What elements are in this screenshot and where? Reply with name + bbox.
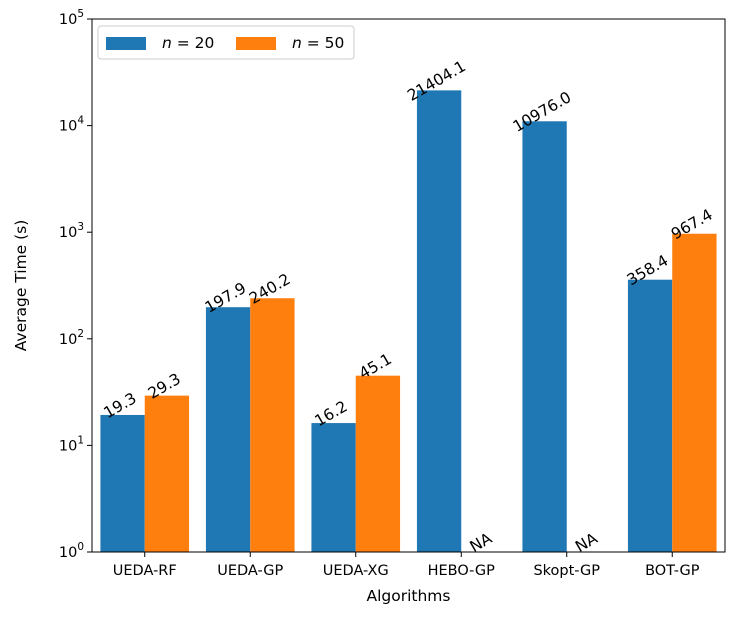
bar-ueda-xg-series-1	[311, 423, 356, 552]
y-tick-label: 104	[59, 115, 84, 135]
x-tick-label: UEDA-XG	[323, 563, 389, 579]
legend: n = 20 n = 50	[97, 25, 355, 60]
x-tick-label: Skopt-GP	[533, 563, 600, 579]
y-axis-ticks: 100 101 102 103 104 105	[59, 8, 92, 561]
legend-label-series-2: n = 50	[292, 34, 344, 52]
bar-ueda-gp-series-2	[250, 298, 295, 552]
y-tick-label: 105	[59, 8, 84, 28]
bar-bot-gp-series-2	[672, 233, 717, 553]
y-tick-label: 103	[59, 221, 84, 241]
legend-label-series-1: n = 20	[162, 34, 214, 52]
bars-layer	[100, 90, 717, 553]
x-tick-label: BOT-GP	[645, 563, 700, 579]
bar-ueda-rf-series-2	[144, 395, 190, 552]
x-tick-label: UEDA-GP	[217, 563, 283, 579]
bar-skopt-gp-series-1	[522, 121, 567, 552]
legend-box	[97, 25, 355, 60]
y-tick-label: 102	[59, 328, 84, 348]
bar-hebo-gp-series-1	[416, 90, 462, 553]
bar-ueda-rf-series-1	[100, 414, 145, 552]
y-axis-label: Average Time (s)	[12, 220, 30, 352]
plot-frame	[91, 18, 726, 553]
legend-swatch-series-2	[236, 37, 276, 50]
x-axis-ticks: UEDA-RF UEDA-GP UEDA-XG HEBO-GP Skopt-GP BOT-…	[113, 552, 700, 579]
y-tick-label: 100	[59, 541, 84, 561]
x-tick-label: UEDA-RF	[113, 563, 177, 579]
data-labels-layer: 19.329.3197.9240.216.245.121404.1NA10976…	[101, 57, 716, 556]
bar-ueda-xg-series-2	[355, 375, 401, 552]
bar-ueda-gp-series-1	[205, 307, 251, 552]
y-tick-label: 101	[59, 434, 84, 454]
x-tick-label: HEBO-GP	[428, 563, 496, 579]
legend-swatch-series-1	[106, 37, 146, 50]
x-axis-label: Algorithms	[367, 587, 451, 605]
bar-bot-gp-series-1	[627, 279, 673, 552]
